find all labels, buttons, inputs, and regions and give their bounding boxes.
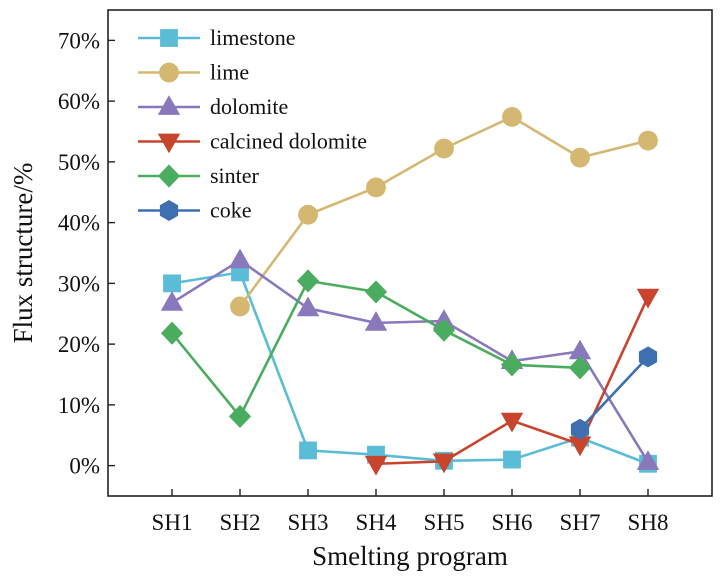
x-axis: SH1 SH2 SH3 SH4 SH5 SH6 SH7 SH8 <box>152 489 669 535</box>
x-tick-label: SH5 <box>424 510 465 535</box>
legend-entry-limestone: limestone <box>138 25 296 50</box>
data-point-sinter <box>500 353 524 377</box>
legend-label: calcined dolomite <box>210 129 367 154</box>
y-tick-label: 0% <box>69 454 100 479</box>
y-tick-label: 50% <box>58 150 100 175</box>
data-point-dolomite <box>568 339 592 360</box>
data-point-limestone <box>299 441 317 460</box>
legend-marker-calcined-dolomite <box>157 133 181 154</box>
y-tick-label: 60% <box>58 89 100 114</box>
legend-entry-lime: lime <box>138 60 249 85</box>
legend-marker-lime <box>159 62 179 83</box>
data-point-lime <box>366 177 386 198</box>
data-point-limestone <box>163 274 181 293</box>
legend-marker-sinter <box>157 164 181 188</box>
data-point-sinter <box>228 404 252 428</box>
data-point-calcined-dolomite <box>364 455 388 476</box>
x-axis-title: Smelting program <box>312 541 508 571</box>
data-point-coke <box>638 346 658 368</box>
legend-entry-calcined-dolomite: calcined dolomite <box>138 129 367 154</box>
data-point-dolomite <box>364 311 388 331</box>
y-tick-label: 10% <box>58 393 100 418</box>
data-point-coke <box>570 418 590 440</box>
y-tick-label: 70% <box>58 28 100 53</box>
y-tick-label: 20% <box>58 332 100 357</box>
data-point-lime <box>638 130 658 151</box>
data-point-lime <box>502 107 522 127</box>
data-point-sinter <box>432 318 456 342</box>
legend-marker-coke <box>159 200 179 221</box>
legend-label: lime <box>210 60 249 85</box>
data-point-calcined-dolomite <box>500 412 524 433</box>
series-calcined-dolomite <box>364 288 660 476</box>
legend-label: limestone <box>210 25 296 50</box>
legend: limestone lime dolomite calcined dolomite si… <box>138 25 367 223</box>
plot-frame <box>107 9 713 497</box>
legend-label: coke <box>210 198 252 223</box>
data-point-lime <box>298 204 318 225</box>
y-tick-label: 40% <box>58 211 100 236</box>
x-tick-label: SH4 <box>356 510 397 535</box>
series-sinter <box>160 269 592 428</box>
x-tick-label: SH6 <box>492 510 533 535</box>
legend-entry-dolomite: dolomite <box>138 94 288 119</box>
data-point-dolomite <box>228 248 252 269</box>
legend-label: sinter <box>210 163 260 188</box>
data-point-dolomite <box>636 450 660 470</box>
series-layer <box>160 107 660 476</box>
x-tick-label: SH2 <box>220 510 261 535</box>
data-point-sinter <box>364 280 388 304</box>
legend-entry-coke: coke <box>138 198 252 223</box>
data-point-lime <box>230 296 250 317</box>
series-line-coke <box>579 356 649 431</box>
data-point-dolomite <box>160 290 184 311</box>
x-tick-label: SH3 <box>288 510 329 535</box>
legend-label: dolomite <box>210 94 288 119</box>
y-axis-title: Flux structure/% <box>8 163 38 344</box>
data-point-sinter <box>296 269 320 293</box>
legend-marker-limestone <box>160 29 178 47</box>
series-line-dolomite <box>171 258 650 463</box>
y-tick-label: 30% <box>58 271 100 296</box>
series-coke <box>570 346 658 440</box>
data-point-limestone <box>503 450 521 469</box>
data-point-calcined-dolomite <box>432 453 456 474</box>
data-point-lime <box>434 138 454 159</box>
data-point-lime <box>570 147 590 168</box>
legend-marker-dolomite <box>157 95 181 115</box>
x-tick-label: SH7 <box>560 510 601 535</box>
data-point-dolomite <box>296 296 320 317</box>
series-lime <box>230 107 658 317</box>
data-point-sinter <box>160 321 184 345</box>
y-axis: 0% 10% 20% 30% 40% 50% 60% 70% <box>58 28 115 479</box>
data-point-calcined-dolomite <box>636 288 660 309</box>
data-point-sinter <box>568 356 592 380</box>
x-tick-label: SH8 <box>628 510 669 535</box>
legend-entry-sinter: sinter <box>138 163 260 188</box>
x-tick-label: SH1 <box>152 510 193 535</box>
